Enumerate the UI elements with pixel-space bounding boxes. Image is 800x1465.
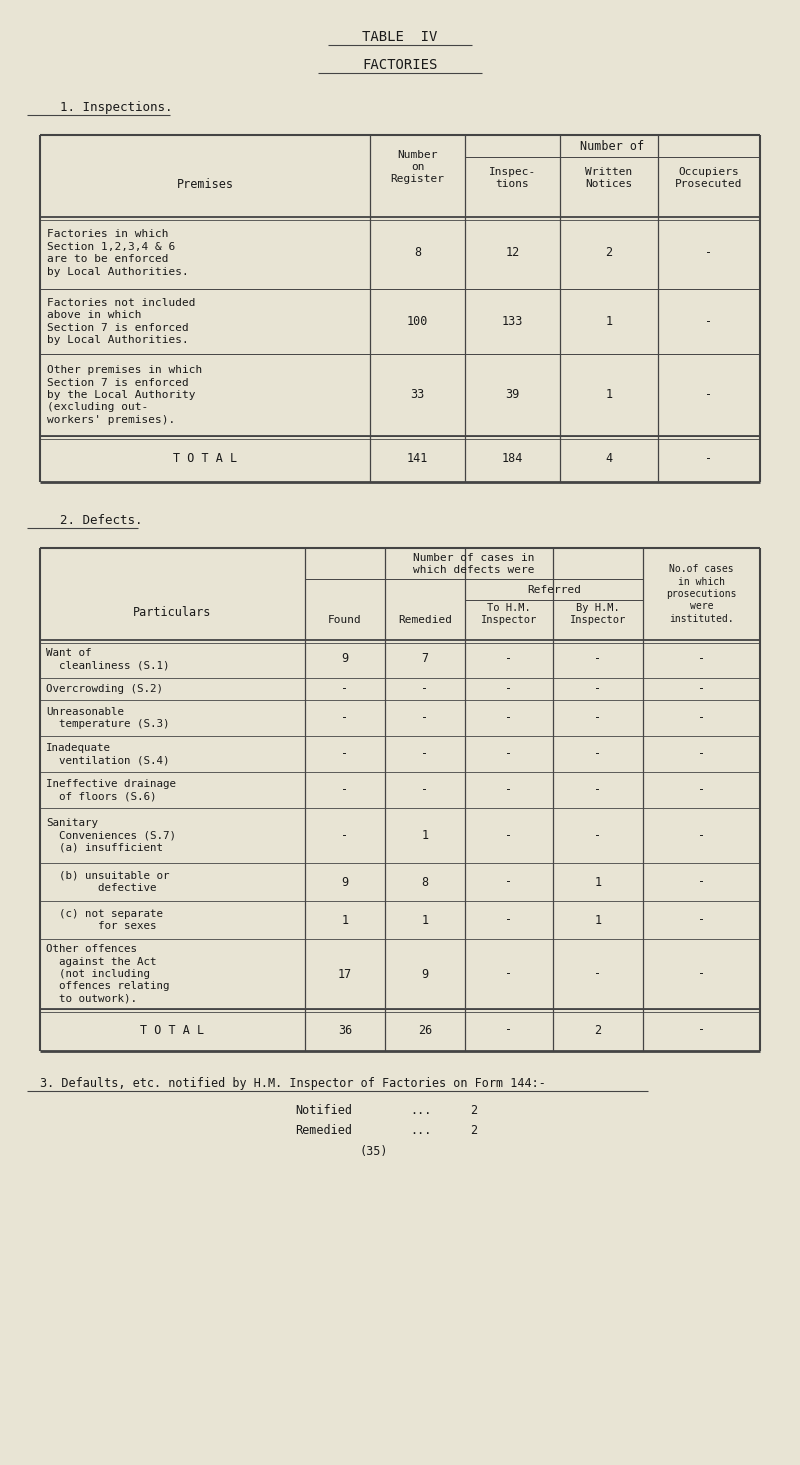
Text: -: -	[698, 967, 705, 980]
Text: Want of
  cleanliness (S.1): Want of cleanliness (S.1)	[46, 648, 170, 670]
Text: 2: 2	[606, 246, 613, 259]
Text: Remedied: Remedied	[398, 615, 452, 626]
Text: -: -	[506, 747, 513, 760]
Text: T O T A L: T O T A L	[173, 453, 237, 466]
Text: 141: 141	[407, 453, 428, 466]
Text: -: -	[706, 246, 713, 259]
Text: -: -	[594, 829, 602, 842]
Text: 2. Defects.: 2. Defects.	[60, 514, 142, 526]
Text: -: -	[594, 967, 602, 980]
Text: Unreasonable
  temperature (S.3): Unreasonable temperature (S.3)	[46, 706, 170, 730]
Text: 2: 2	[594, 1024, 602, 1037]
Text: 8: 8	[422, 876, 429, 888]
Text: -: -	[342, 712, 349, 725]
Text: -: -	[506, 1024, 513, 1037]
Text: 9: 9	[342, 876, 349, 888]
Text: Notified: Notified	[295, 1105, 352, 1118]
Text: 36: 36	[338, 1024, 352, 1037]
Text: 4: 4	[606, 453, 613, 466]
Text: TABLE  IV: TABLE IV	[362, 29, 438, 44]
Text: -: -	[594, 652, 602, 665]
Text: Inadequate
  ventilation (S.4): Inadequate ventilation (S.4)	[46, 743, 170, 765]
Text: 1: 1	[594, 876, 602, 888]
Text: -: -	[594, 747, 602, 760]
Text: -: -	[422, 747, 429, 760]
Text: -: -	[342, 784, 349, 797]
Text: 33: 33	[410, 388, 425, 401]
Text: -: -	[706, 388, 713, 401]
Text: -: -	[506, 784, 513, 797]
Text: Number of: Number of	[581, 141, 645, 154]
Text: -: -	[422, 784, 429, 797]
Text: 9: 9	[422, 967, 429, 980]
Text: 2: 2	[470, 1105, 477, 1118]
Text: 12: 12	[506, 246, 520, 259]
Text: Factories in which
Section 1,2,3,4 & 6
are to be enforced
by Local Authorities.: Factories in which Section 1,2,3,4 & 6 a…	[47, 230, 189, 277]
Text: -: -	[506, 652, 513, 665]
Text: ...: ...	[410, 1105, 431, 1118]
Text: -: -	[506, 829, 513, 842]
Text: 1: 1	[422, 829, 429, 842]
Text: 1: 1	[606, 315, 613, 328]
Text: Ineffective drainage
  of floors (S.6): Ineffective drainage of floors (S.6)	[46, 779, 176, 801]
Text: Inspec-
tions: Inspec- tions	[489, 167, 536, 189]
Text: 2: 2	[470, 1125, 477, 1137]
Text: -: -	[342, 747, 349, 760]
Text: -: -	[698, 652, 705, 665]
Text: FACTORIES: FACTORIES	[362, 59, 438, 72]
Text: -: -	[698, 747, 705, 760]
Text: -: -	[342, 683, 349, 696]
Text: -: -	[506, 914, 513, 926]
Text: 3. Defaults, etc. notified by H.M. Inspector of Factories on Form 144:-: 3. Defaults, etc. notified by H.M. Inspe…	[40, 1077, 546, 1090]
Text: Remedied: Remedied	[295, 1125, 352, 1137]
Text: 1. Inspections.: 1. Inspections.	[60, 101, 173, 113]
Text: Other premises in which
Section 7 is enforced
by the Local Authority
(excluding : Other premises in which Section 7 is enf…	[47, 365, 202, 425]
Text: -: -	[698, 712, 705, 725]
Text: -: -	[506, 967, 513, 980]
Text: Number
on
Register: Number on Register	[390, 149, 445, 185]
Text: To H.M.
Inspector: To H.M. Inspector	[481, 602, 537, 626]
Text: -: -	[506, 712, 513, 725]
Text: 9: 9	[342, 652, 349, 665]
Text: Overcrowding (S.2): Overcrowding (S.2)	[46, 684, 163, 694]
Text: Number of cases in: Number of cases in	[414, 552, 534, 563]
Text: -: -	[706, 453, 713, 466]
Text: 1: 1	[422, 914, 429, 926]
Text: -: -	[594, 784, 602, 797]
Text: 39: 39	[506, 388, 520, 401]
Text: -: -	[698, 829, 705, 842]
Text: 1: 1	[594, 914, 602, 926]
Text: 17: 17	[338, 967, 352, 980]
Text: By H.M.
Inspector: By H.M. Inspector	[570, 602, 626, 626]
Text: 1: 1	[606, 388, 613, 401]
Text: -: -	[506, 876, 513, 888]
Text: 26: 26	[418, 1024, 432, 1037]
Text: -: -	[698, 876, 705, 888]
Text: which defects were: which defects were	[414, 565, 534, 574]
Text: (c) not separate
        for sexes: (c) not separate for sexes	[46, 908, 163, 932]
Text: -: -	[422, 712, 429, 725]
Text: -: -	[698, 1024, 705, 1037]
Text: 1: 1	[342, 914, 349, 926]
Text: Sanitary
  Conveniences (S.7)
  (a) insufficient: Sanitary Conveniences (S.7) (a) insuffic…	[46, 817, 176, 853]
Text: ...: ...	[410, 1125, 431, 1137]
Text: -: -	[698, 683, 705, 696]
Text: Particulars: Particulars	[134, 607, 212, 620]
Text: Written
Notices: Written Notices	[586, 167, 633, 189]
Text: -: -	[594, 683, 602, 696]
Text: -: -	[594, 712, 602, 725]
Text: -: -	[698, 914, 705, 926]
Text: -: -	[698, 784, 705, 797]
Text: Referred: Referred	[527, 585, 581, 595]
Text: 184: 184	[502, 453, 523, 466]
Text: T O T A L: T O T A L	[141, 1024, 205, 1037]
Text: Occupiers
Prosecuted: Occupiers Prosecuted	[675, 167, 742, 189]
Text: Other offences
  against the Act
  (not including
  offences relating
  to outwo: Other offences against the Act (not incl…	[46, 945, 170, 1004]
Text: No.of cases
in which
prosecutions
were
instituted.: No.of cases in which prosecutions were i…	[666, 564, 737, 624]
Text: Factories not included
above in which
Section 7 is enforced
by Local Authorities: Factories not included above in which Se…	[47, 297, 195, 346]
Text: -: -	[422, 683, 429, 696]
Text: 133: 133	[502, 315, 523, 328]
Text: -: -	[506, 683, 513, 696]
Text: Premises: Premises	[177, 179, 234, 192]
Text: (b) unsuitable or
        defective: (b) unsuitable or defective	[46, 870, 170, 894]
